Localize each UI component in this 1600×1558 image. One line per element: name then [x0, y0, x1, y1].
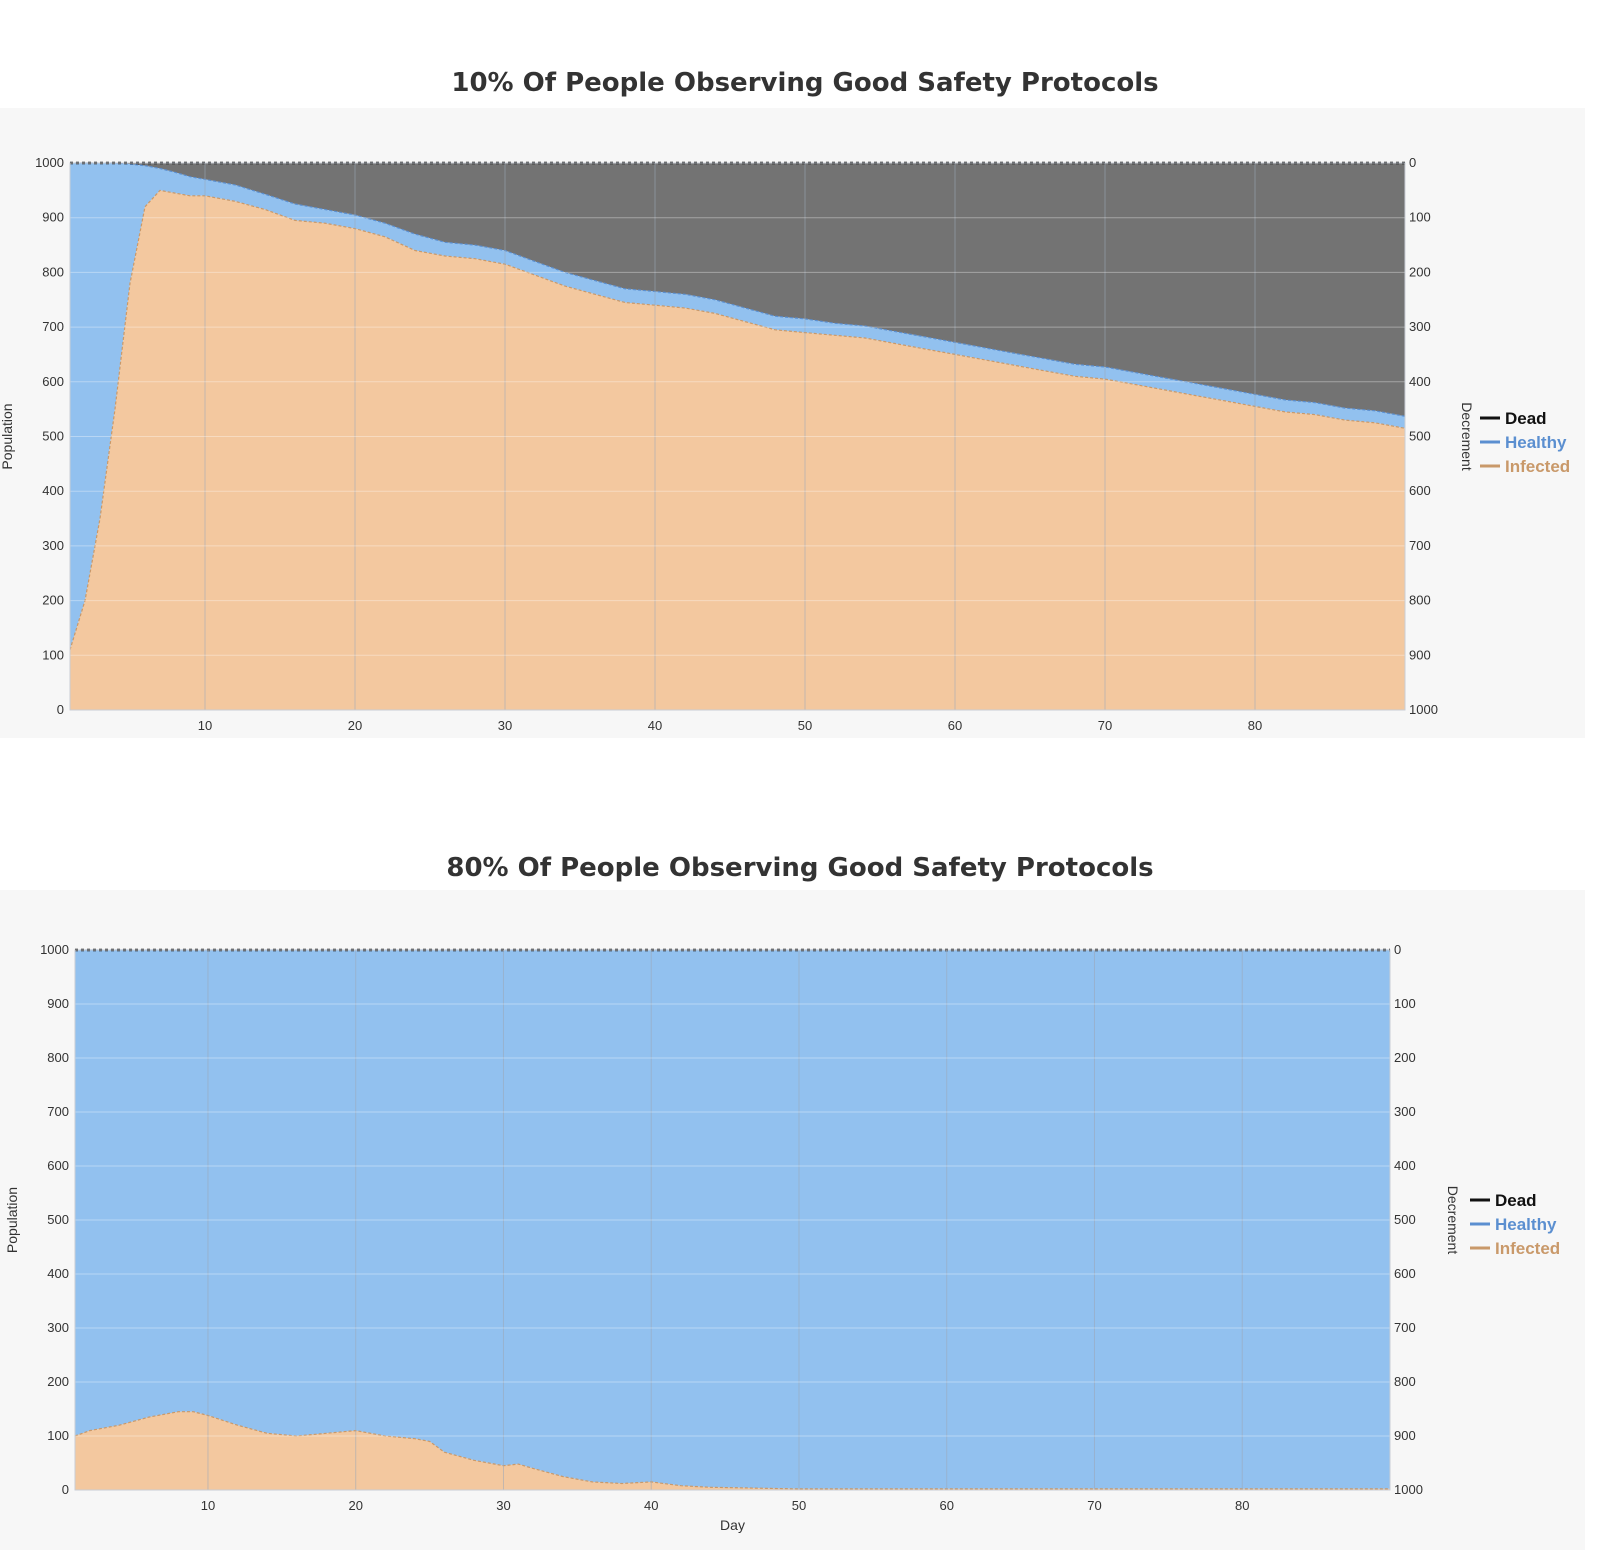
chart-top-title: 10% Of People Observing Good Safety Prot…	[451, 68, 1158, 98]
y2-tick-label: 900	[1394, 1428, 1416, 1443]
x-tick-label: 40	[644, 1498, 658, 1513]
x-tick-label: 50	[792, 1498, 806, 1513]
x-tick-label: 60	[948, 718, 962, 733]
x-tick-label: 80	[1235, 1498, 1249, 1513]
legend-label-dead: Dead	[1505, 409, 1547, 428]
y2-tick-label: 200	[1409, 264, 1431, 279]
y2-tick-label: 600	[1409, 483, 1431, 498]
x-tick-label: 70	[1098, 718, 1112, 733]
y-tick-label: 300	[42, 538, 64, 553]
chart-top: 10% Of People Observing Good Safety Prot…	[0, 68, 1585, 738]
y2-axis-title: Decrement	[1459, 402, 1475, 471]
y-tick-label: 200	[42, 593, 64, 608]
y-tick-label: 800	[47, 1050, 69, 1065]
y-tick-label: 700	[42, 319, 64, 334]
y2-tick-label: 300	[1409, 319, 1431, 334]
legend-label-dead: Dead	[1495, 1191, 1537, 1210]
y2-tick-label: 300	[1394, 1104, 1416, 1119]
y2-tick-label: 900	[1409, 647, 1431, 662]
x-tick-label: 10	[198, 718, 212, 733]
x-tick-label: 20	[348, 718, 362, 733]
legend-label-healthy: Healthy	[1505, 433, 1567, 452]
x-tick-label: 30	[496, 1498, 510, 1513]
y-tick-label: 700	[47, 1104, 69, 1119]
chart-bottom-title: 80% Of People Observing Good Safety Prot…	[446, 853, 1153, 883]
y2-tick-label: 100	[1409, 210, 1431, 225]
legend-label-healthy: Healthy	[1495, 1215, 1557, 1234]
y-tick-label: 600	[47, 1158, 69, 1173]
y-tick-label: 1000	[40, 942, 69, 957]
x-axis-title: Day	[720, 1517, 745, 1533]
area-healthy	[75, 950, 1390, 1489]
y2-tick-label: 600	[1394, 1266, 1416, 1281]
y-tick-label: 400	[47, 1266, 69, 1281]
y2-tick-label: 700	[1394, 1320, 1416, 1335]
x-tick-label: 40	[648, 718, 662, 733]
x-tick-label: 60	[940, 1498, 954, 1513]
chart-bottom: 80% Of People Observing Good Safety Prot…	[0, 853, 1585, 1550]
legend-label-infected: Infected	[1505, 457, 1570, 476]
y2-tick-label: 800	[1409, 593, 1431, 608]
y-tick-label: 200	[47, 1374, 69, 1389]
y-tick-label: 500	[42, 429, 64, 444]
x-tick-label: 50	[798, 718, 812, 733]
y-tick-label: 0	[62, 1482, 69, 1497]
y-axis-title: Population	[4, 1187, 20, 1253]
x-tick-label: 80	[1248, 718, 1262, 733]
y2-tick-label: 200	[1394, 1050, 1416, 1065]
y-axis-title: Population	[0, 403, 15, 469]
x-tick-label: 70	[1087, 1498, 1101, 1513]
y2-tick-label: 0	[1394, 942, 1401, 957]
y-tick-label: 500	[47, 1212, 69, 1227]
y2-tick-label: 100	[1394, 996, 1416, 1011]
x-tick-label: 20	[348, 1498, 362, 1513]
y-tick-label: 300	[47, 1320, 69, 1335]
y2-tick-label: 700	[1409, 538, 1431, 553]
y2-tick-label: 1000	[1394, 1482, 1423, 1497]
x-tick-label: 10	[201, 1498, 215, 1513]
legend-label-infected: Infected	[1495, 1239, 1560, 1258]
y-tick-label: 900	[47, 996, 69, 1011]
y2-tick-label: 0	[1409, 155, 1416, 170]
y2-tick-label: 1000	[1409, 702, 1438, 717]
y-tick-label: 600	[42, 374, 64, 389]
y2-tick-label: 400	[1394, 1158, 1416, 1173]
y2-tick-label: 500	[1409, 429, 1431, 444]
y2-tick-label: 800	[1394, 1374, 1416, 1389]
y-tick-label: 100	[47, 1428, 69, 1443]
y2-tick-label: 400	[1409, 374, 1431, 389]
y2-axis-title: Decrement	[1445, 1186, 1461, 1255]
y-tick-label: 1000	[35, 155, 64, 170]
y-tick-label: 0	[57, 702, 64, 717]
y-tick-label: 900	[42, 210, 64, 225]
y-tick-label: 800	[42, 264, 64, 279]
y-tick-label: 100	[42, 647, 64, 662]
y-tick-label: 400	[42, 483, 64, 498]
x-tick-label: 30	[498, 718, 512, 733]
y2-tick-label: 500	[1394, 1212, 1416, 1227]
